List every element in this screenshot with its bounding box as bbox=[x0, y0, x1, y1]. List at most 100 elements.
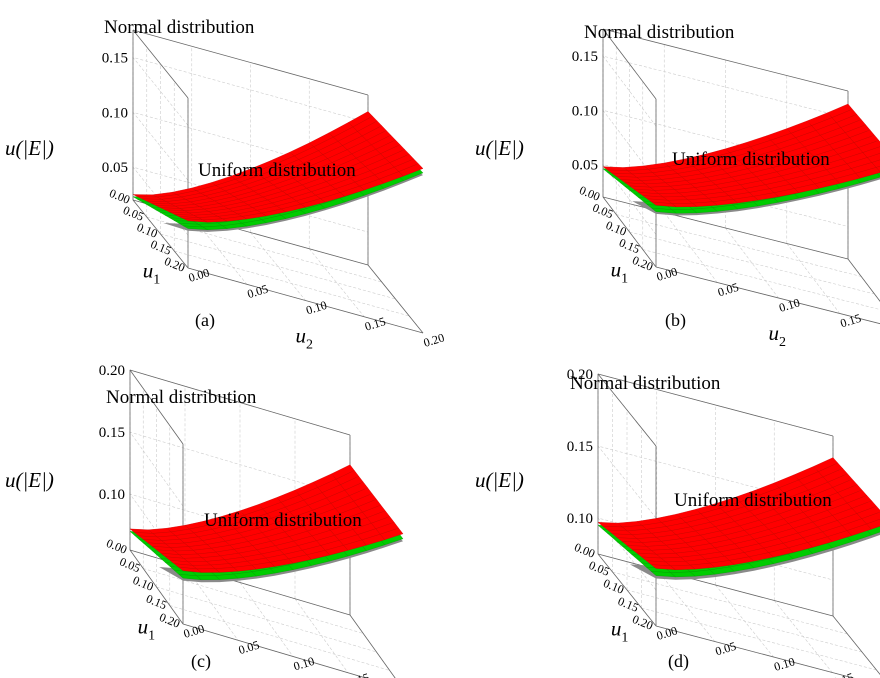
u1-axis-title: u1 bbox=[611, 258, 629, 287]
u2-tick-label: 0.00 bbox=[655, 623, 679, 643]
z-tick-label: 0.20 bbox=[567, 367, 593, 383]
tick-labels: 0.100.150.200.000.050.100.150.200.000.05… bbox=[567, 367, 855, 678]
u2-tick-label: 0.00 bbox=[187, 265, 211, 285]
surface-plot-d: 0.100.150.200.000.050.100.150.200.000.05… bbox=[475, 367, 880, 678]
u1-tick-label: 0.20 bbox=[630, 612, 655, 633]
z-tick-label: 0.15 bbox=[102, 50, 128, 66]
panel-d: 0.10 0.15 0.20 0.00 0.05 0.10 0.15 0.20 0.00 0.05… bbox=[440, 339, 880, 678]
floor-grid-line bbox=[143, 568, 364, 634]
floor-grid-line bbox=[174, 250, 410, 317]
uniform-distribution-label: Uniform distribution bbox=[204, 510, 362, 531]
axis-line bbox=[132, 199, 189, 269]
normal-distribution-label: Normal distribution bbox=[106, 387, 257, 408]
z-axis-title: u(|E|) bbox=[5, 468, 54, 492]
normal-distribution-label: Normal distribution bbox=[584, 22, 735, 43]
u2-tick-label: 0.15 bbox=[839, 311, 863, 331]
floor-grid-line bbox=[629, 231, 875, 295]
surface-cell bbox=[380, 527, 404, 540]
z-tick-label: 0.15 bbox=[99, 425, 125, 441]
z-axis-title: u(|E|) bbox=[5, 136, 54, 160]
axis-line bbox=[187, 267, 424, 334]
u1-tick-label: 0.20 bbox=[630, 253, 655, 274]
axis-line bbox=[132, 29, 369, 96]
uniform-distribution-label: Uniform distribution bbox=[198, 160, 356, 181]
u2-tick-label: 0.10 bbox=[772, 654, 796, 674]
surface-cell bbox=[861, 511, 880, 525]
normal-surface bbox=[597, 457, 880, 571]
normal-surface bbox=[132, 111, 424, 223]
panel-caption: (d) bbox=[668, 651, 689, 671]
axis-line bbox=[597, 553, 657, 627]
surface-cell bbox=[855, 167, 880, 179]
u1-tick-label: 0.15 bbox=[144, 591, 169, 612]
panel-caption: (a) bbox=[195, 310, 215, 330]
tick-labels: 0.050.100.150.000.050.100.150.200.000.05… bbox=[572, 49, 863, 331]
surface-cell bbox=[398, 163, 424, 177]
panel-b: 0.05 0.10 0.15 0.00 0.05 0.10 0.15 0.20 0.00 0.05… bbox=[440, 0, 880, 350]
axis-line bbox=[129, 549, 184, 625]
u2-tick-label: 0.05 bbox=[714, 639, 738, 659]
z-axis-title: u(|E|) bbox=[475, 136, 524, 160]
normal-surface bbox=[602, 103, 880, 208]
z-tick-label: 0.20 bbox=[99, 363, 125, 379]
surface-cell bbox=[856, 505, 880, 519]
floor-grid-line bbox=[160, 233, 396, 300]
axis-line bbox=[597, 373, 834, 437]
z-tick-label: 0.10 bbox=[572, 103, 598, 119]
axis-line bbox=[129, 369, 351, 436]
panel-a: 0.05 0.10 0.15 0.00 0.05 0.10 0.15 0.20 0.00 0.05… bbox=[0, 0, 446, 353]
z-tick-label: 0.15 bbox=[567, 439, 593, 455]
u2-tick-label: 0.10 bbox=[304, 298, 328, 318]
surface-cell bbox=[858, 140, 880, 153]
u1-axis-title: u1 bbox=[138, 615, 156, 644]
floor-grid-line bbox=[642, 249, 880, 310]
u1-tick-label: 0.20 bbox=[162, 254, 187, 275]
axis-line bbox=[349, 614, 396, 678]
axis-line bbox=[602, 28, 657, 100]
z-tick-label: 0.10 bbox=[567, 511, 593, 527]
surface-plot-a: 0.050.100.150.000.050.100.150.200.000.05… bbox=[5, 29, 446, 353]
u2-tick-label: 0.15 bbox=[831, 670, 855, 678]
u2-tick-label: 0.10 bbox=[292, 654, 316, 674]
surface-cell bbox=[862, 146, 880, 158]
floor-grid-line bbox=[156, 586, 377, 653]
u2-tick-label: 0.00 bbox=[655, 264, 679, 284]
axis-line bbox=[597, 553, 834, 617]
floor-grid-line bbox=[191, 216, 247, 285]
u2-tick-label: 0.10 bbox=[777, 295, 801, 315]
floor-grid-line bbox=[774, 600, 833, 673]
surface-cell bbox=[875, 166, 880, 172]
z-axis-title: u(|E|) bbox=[475, 468, 524, 492]
axis-line bbox=[847, 258, 880, 302]
floor-grid-line bbox=[715, 584, 774, 658]
panel-c: 0.10 0.15 0.20 0.00 0.05 0.10 0.15 0.20 0.00 0.05… bbox=[0, 339, 440, 678]
floor-grid-line bbox=[239, 582, 294, 657]
axis-line bbox=[132, 29, 189, 99]
axis-line bbox=[182, 623, 368, 678]
z-tick-label: 0.15 bbox=[572, 49, 598, 65]
panel-caption: (c) bbox=[191, 651, 211, 671]
normal-surface bbox=[129, 464, 404, 573]
u1-axis-title: u1 bbox=[611, 617, 629, 646]
u1-tick-label: 0.20 bbox=[157, 610, 182, 631]
u2-tick-label: 0.05 bbox=[246, 282, 270, 302]
u2-tick-label: 0.15 bbox=[363, 314, 387, 334]
axis-line bbox=[367, 264, 424, 334]
floor-grid-line bbox=[250, 232, 306, 301]
z-tick-label: 0.05 bbox=[572, 157, 598, 173]
u2-tick-label: 0.20 bbox=[422, 330, 446, 350]
surface-plot-b: 0.050.100.150.000.050.100.150.200.000.05… bbox=[475, 28, 880, 350]
floor-grid-line bbox=[169, 605, 390, 671]
surface-cell bbox=[866, 153, 880, 163]
z-tick-label: 0.05 bbox=[102, 160, 128, 176]
axis-line bbox=[602, 28, 849, 92]
u1-axis-title: u1 bbox=[143, 258, 161, 287]
uniform-distribution-label: Uniform distribution bbox=[674, 490, 832, 511]
floor-grid-line bbox=[641, 607, 877, 671]
panel-caption: (b) bbox=[665, 310, 686, 330]
floor-grid-line bbox=[309, 248, 365, 317]
z-tick-label: 0.10 bbox=[102, 105, 128, 121]
surface-cell bbox=[871, 159, 880, 168]
u2-tick-label: 0.05 bbox=[237, 638, 261, 658]
